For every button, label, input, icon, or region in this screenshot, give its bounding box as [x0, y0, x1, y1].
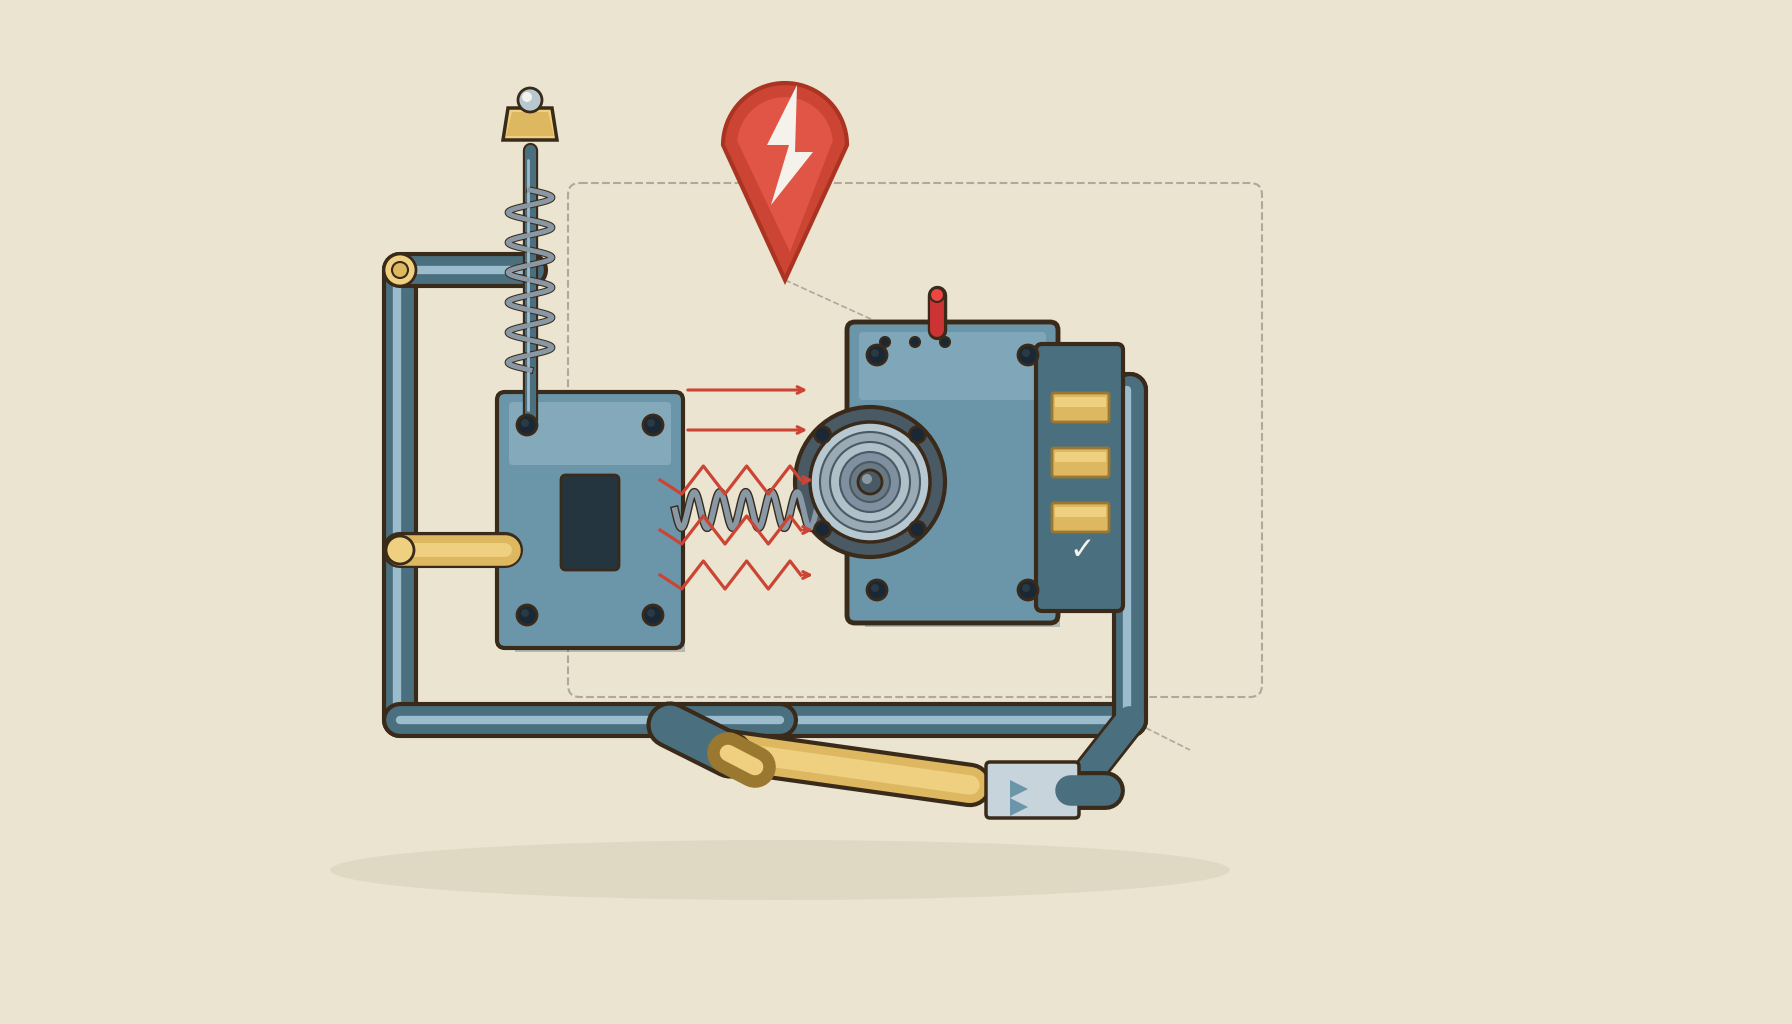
Circle shape [815, 521, 831, 538]
FancyBboxPatch shape [848, 322, 1057, 623]
Circle shape [1021, 349, 1030, 357]
Text: ✓: ✓ [1070, 536, 1095, 564]
FancyBboxPatch shape [1052, 393, 1109, 422]
Circle shape [867, 580, 887, 600]
Polygon shape [866, 342, 1061, 627]
Circle shape [862, 474, 873, 484]
Circle shape [383, 254, 416, 286]
Polygon shape [514, 412, 685, 652]
Circle shape [385, 536, 414, 564]
Circle shape [871, 584, 880, 592]
Circle shape [643, 415, 663, 435]
Circle shape [518, 88, 541, 112]
Circle shape [392, 262, 409, 278]
Polygon shape [1011, 798, 1029, 816]
Circle shape [523, 117, 538, 131]
Circle shape [858, 470, 882, 494]
Circle shape [521, 419, 529, 427]
Circle shape [810, 422, 930, 542]
Circle shape [647, 419, 656, 427]
Ellipse shape [330, 840, 1229, 900]
Polygon shape [504, 108, 557, 140]
Circle shape [821, 432, 919, 532]
FancyBboxPatch shape [496, 392, 683, 648]
Circle shape [521, 92, 532, 102]
FancyBboxPatch shape [1055, 452, 1106, 462]
Circle shape [880, 337, 891, 347]
Polygon shape [505, 112, 554, 136]
Polygon shape [1011, 780, 1029, 798]
Circle shape [643, 605, 663, 625]
Polygon shape [767, 85, 814, 205]
FancyBboxPatch shape [1052, 503, 1109, 532]
FancyBboxPatch shape [1036, 344, 1124, 611]
Polygon shape [530, 114, 536, 134]
Circle shape [849, 462, 891, 502]
Circle shape [518, 605, 538, 625]
Circle shape [909, 427, 925, 442]
FancyBboxPatch shape [1052, 449, 1109, 477]
Circle shape [930, 288, 944, 302]
Circle shape [647, 609, 656, 617]
Circle shape [867, 345, 887, 365]
Circle shape [909, 521, 925, 538]
FancyBboxPatch shape [561, 475, 618, 570]
Circle shape [521, 609, 529, 617]
FancyBboxPatch shape [986, 762, 1079, 818]
FancyBboxPatch shape [509, 402, 670, 465]
Circle shape [1018, 580, 1038, 600]
FancyBboxPatch shape [858, 332, 1047, 400]
Circle shape [840, 452, 900, 512]
FancyBboxPatch shape [1055, 397, 1106, 407]
Circle shape [910, 337, 919, 347]
Circle shape [516, 110, 545, 138]
Circle shape [1018, 345, 1038, 365]
Circle shape [1021, 584, 1030, 592]
Polygon shape [737, 97, 833, 252]
Polygon shape [722, 83, 848, 280]
Circle shape [796, 407, 944, 557]
Circle shape [815, 427, 831, 442]
Circle shape [871, 349, 880, 357]
Circle shape [830, 442, 910, 522]
Circle shape [941, 337, 950, 347]
Circle shape [518, 415, 538, 435]
FancyBboxPatch shape [1055, 507, 1106, 517]
